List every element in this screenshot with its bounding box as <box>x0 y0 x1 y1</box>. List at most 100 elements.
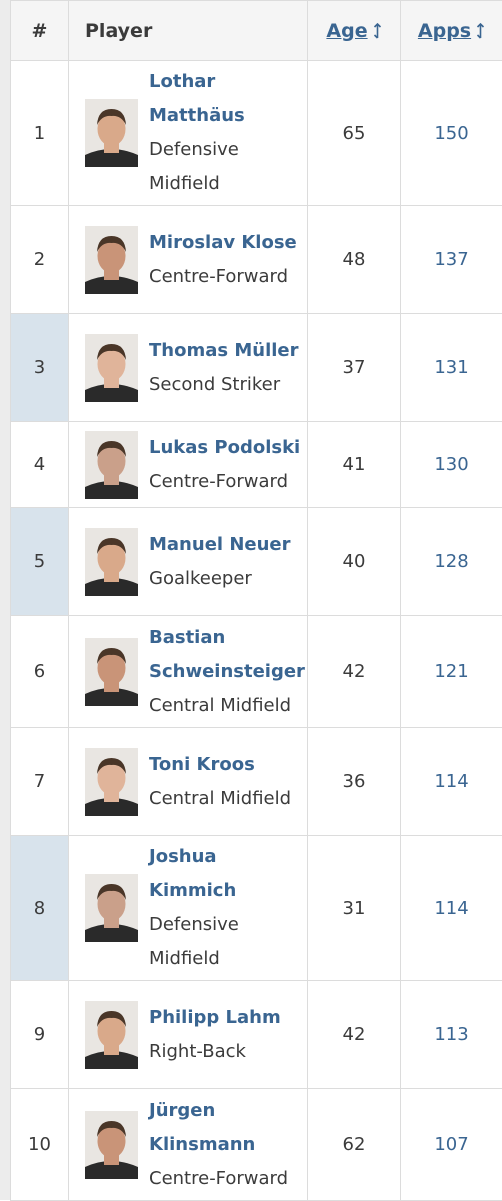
rank-cell: 2 <box>11 206 69 314</box>
player-position: Goalkeeper <box>149 562 305 596</box>
rank-cell: 6 <box>11 616 69 728</box>
side-strip <box>0 0 10 1200</box>
header-age[interactable]: Age <box>308 1 401 61</box>
rank-cell: 3 <box>11 314 69 422</box>
player-photo <box>85 528 138 596</box>
player-name-link[interactable]: Miroslav Klose <box>149 226 305 260</box>
apps-cell: 121 <box>401 616 502 728</box>
sort-link[interactable]: Age <box>326 20 367 42</box>
rank-cell: 4 <box>11 422 69 508</box>
player-name-link[interactable]: Lothar Matthäus <box>149 65 305 133</box>
sort-icon <box>373 23 382 39</box>
rank-cell: 9 <box>11 981 69 1089</box>
sort-link[interactable]: Apps <box>418 20 471 42</box>
player-name-link[interactable]: Bastian Schweinsteiger <box>149 621 305 689</box>
header-player: Player <box>69 1 308 61</box>
player-name-link[interactable]: Thomas Müller <box>149 334 305 368</box>
rank-cell: 7 <box>11 728 69 836</box>
age-cell: 48 <box>308 206 401 314</box>
apps-cell: 128 <box>401 508 502 616</box>
player-position: Centre-Forward <box>149 260 305 294</box>
player-position: Defensive Midfield <box>149 133 305 201</box>
player-photo <box>85 226 138 294</box>
player-position: Right-Back <box>149 1035 305 1069</box>
player-photo <box>85 99 138 167</box>
header-rank: # <box>11 1 69 61</box>
player-name-link[interactable]: Philipp Lahm <box>149 1001 305 1035</box>
age-cell: 37 <box>308 314 401 422</box>
age-cell: 40 <box>308 508 401 616</box>
apps-cell: 114 <box>401 728 502 836</box>
age-cell: 42 <box>308 616 401 728</box>
age-cell: 65 <box>308 61 401 206</box>
player-name-link[interactable]: Jürgen Klinsmann <box>149 1094 305 1162</box>
age-cell: 41 <box>308 422 401 508</box>
apps-cell: 137 <box>401 206 502 314</box>
rank-cell: 10 <box>11 1089 69 1201</box>
player-position: Central Midfield <box>149 689 305 723</box>
player-photo <box>85 748 138 816</box>
table-header: # Player Age Apps <box>11 1 502 61</box>
player-photo <box>85 1001 138 1069</box>
apps-cell: 113 <box>401 981 502 1089</box>
rank-cell: 1 <box>11 61 69 206</box>
player-photo <box>85 874 138 942</box>
header-apps[interactable]: Apps <box>401 1 502 61</box>
age-cell: 42 <box>308 981 401 1089</box>
player-position: Central Midfield <box>149 782 305 816</box>
apps-cell: 131 <box>401 314 502 422</box>
apps-cell: 130 <box>401 422 502 508</box>
rank-cell: 5 <box>11 508 69 616</box>
player-name-link[interactable]: Manuel Neuer <box>149 528 305 562</box>
apps-cell: 107 <box>401 1089 502 1201</box>
apps-cell: 150 <box>401 61 502 206</box>
rank-cell: 8 <box>11 836 69 981</box>
age-cell: 31 <box>308 836 401 981</box>
player-position: Defensive Midfield <box>149 908 305 976</box>
player-name-link[interactable]: Lukas Podolski <box>149 431 305 465</box>
player-name-link[interactable]: Toni Kroos <box>149 748 305 782</box>
age-cell: 36 <box>308 728 401 836</box>
player-position: Second Striker <box>149 368 305 402</box>
header-row: # Player Age Apps <box>11 1 502 61</box>
player-name-link[interactable]: Joshua Kimmich <box>149 840 305 908</box>
player-photo <box>85 1111 138 1179</box>
